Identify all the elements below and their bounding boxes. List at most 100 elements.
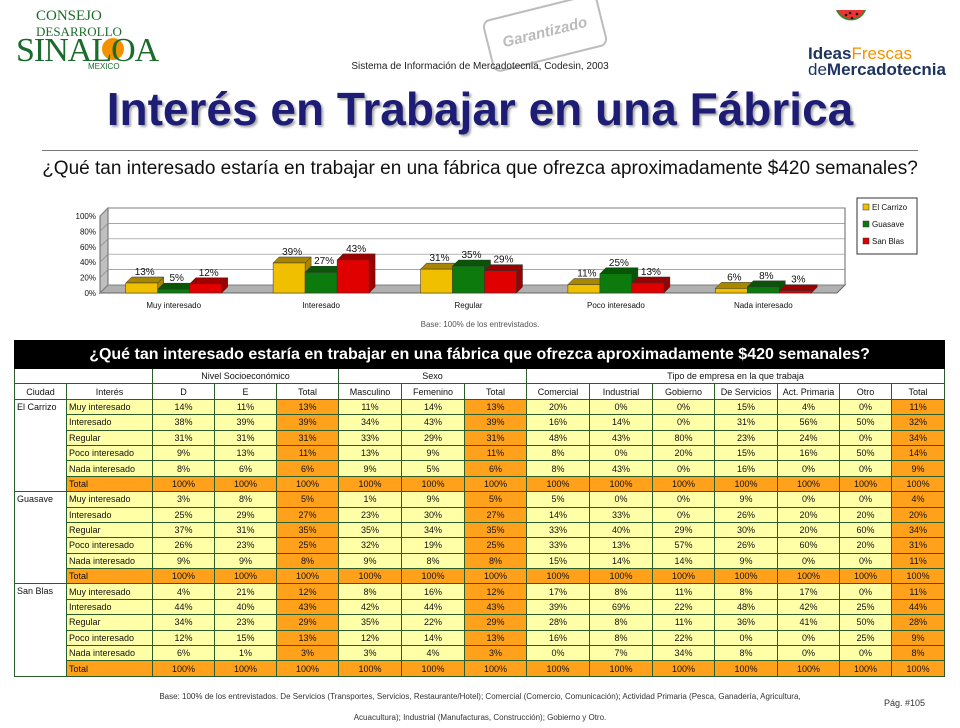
bar xyxy=(484,270,517,294)
table-row: Nada interesado 6% 1% 3% 3% 4% 3% 0% 7% 34% 8% 0% 0%… xyxy=(15,645,946,662)
value-cell: 8% xyxy=(589,583,653,600)
value-cell: 0% xyxy=(839,583,892,600)
interest-cell: Poco interesado xyxy=(66,444,153,462)
value-cell: 6% xyxy=(152,645,215,662)
data-label: 39% xyxy=(282,247,302,258)
gridline xyxy=(99,269,845,278)
value-cell: 30% xyxy=(714,521,778,539)
data-label: 12% xyxy=(199,268,219,279)
value-cell: 6% xyxy=(464,460,527,477)
gridline xyxy=(99,253,845,263)
value-cell: 28% xyxy=(890,614,946,631)
title-divider xyxy=(42,150,918,151)
value-cell: 100% xyxy=(839,660,892,677)
logo-line-4: MEXICO xyxy=(88,62,120,71)
value-cell: 11% xyxy=(890,583,946,600)
interest-cell: Regular xyxy=(66,614,153,631)
value-cell: 12% xyxy=(152,629,215,647)
value-cell: 31% xyxy=(276,429,339,446)
value-cell: 14% xyxy=(526,506,590,523)
data-label: 8% xyxy=(759,271,774,282)
table-row: Poco interesado 26% 23% 25% 32% 19% 25% 33% 13% 5… xyxy=(15,537,946,554)
value-cell: 20% xyxy=(890,506,946,523)
legend-swatch xyxy=(862,220,870,228)
value-cell: 100% xyxy=(890,475,946,493)
chart-side-wall xyxy=(99,206,109,295)
value-cell: 100% xyxy=(464,475,527,493)
value-cell: 100% xyxy=(714,475,778,493)
bar xyxy=(125,282,158,294)
column-header: Total xyxy=(276,383,339,400)
value-cell: 0% xyxy=(839,460,892,477)
value-cell: 0% xyxy=(652,506,715,523)
value-cell: 14% xyxy=(890,444,946,462)
value-cell: 9% xyxy=(401,491,465,508)
table-row: Guasave Muy interesado 3% 8% 5% 1% 9% 5% 5% 0% 0% 9… xyxy=(14,491,946,585)
interest-cell: Nada interesado xyxy=(66,645,153,662)
interest-cell: Total xyxy=(66,475,153,493)
interest-cell: Interesado xyxy=(66,414,153,431)
value-cell: 0% xyxy=(652,398,715,416)
value-cell: 9% xyxy=(890,460,946,477)
value-cell: 8% xyxy=(464,552,527,570)
group-tipo: Tipo de empresa en la que trabaja xyxy=(525,367,946,385)
value-cell: 100% xyxy=(276,568,339,585)
value-cell: 4% xyxy=(152,583,215,600)
value-cell: 100% xyxy=(589,660,653,677)
value-cell: 9% xyxy=(714,491,778,508)
value-cell: 7% xyxy=(589,645,653,662)
value-cell: 12% xyxy=(464,583,527,600)
value-cell: 35% xyxy=(338,521,402,539)
footer-line-1: Base: 100% de los entrevistados. De Serv… xyxy=(159,692,801,701)
bar-side xyxy=(368,253,376,294)
value-cell: 35% xyxy=(276,521,339,539)
value-cell: 100% xyxy=(276,475,339,493)
value-cell: 8% xyxy=(401,552,465,570)
page-number: Pág. #105 xyxy=(884,698,926,708)
legend-label: Guasave xyxy=(872,220,905,229)
value-cell: 34% xyxy=(152,614,215,631)
group-sexo: Sexo xyxy=(338,367,527,385)
value-cell: 16% xyxy=(526,414,590,431)
value-cell: 23% xyxy=(214,537,277,554)
table-row: Total 100% 100% 100% 100% 100% 100% 100% 100% 100… xyxy=(15,660,946,677)
value-cell: 32% xyxy=(890,414,946,431)
value-cell: 0% xyxy=(589,491,653,508)
value-cell: 80% xyxy=(652,429,715,446)
value-cell: 56% xyxy=(777,414,840,431)
value-cell: 25% xyxy=(839,598,892,616)
column-header: Femenino xyxy=(401,383,465,400)
table-row: El Carrizo Muy interesado 14% 11% 13% 11% 14% 1… xyxy=(14,398,946,493)
data-label: 29% xyxy=(493,255,513,266)
y-tick-label: 60% xyxy=(80,243,96,252)
column-header: E xyxy=(214,383,277,400)
value-cell: 4% xyxy=(777,398,840,416)
logo-ideas-line: IdeasFrescas xyxy=(808,44,912,63)
value-cell: 19% xyxy=(401,537,465,554)
value-cell: 13% xyxy=(276,398,339,416)
value-cell: 100% xyxy=(652,475,715,493)
value-cell: 24% xyxy=(777,429,840,446)
stamp-text: Garantizado xyxy=(500,13,589,52)
value-cell: 3% xyxy=(276,645,339,662)
value-cell: 1% xyxy=(214,645,277,662)
legend-swatch xyxy=(862,203,870,211)
value-cell: 60% xyxy=(777,537,840,554)
y-tick-label: 40% xyxy=(80,258,96,267)
city-cell: El Carrizo xyxy=(14,398,67,493)
value-cell: 3% xyxy=(338,645,402,662)
bar xyxy=(336,259,370,294)
value-cell: 0% xyxy=(589,398,653,416)
value-cell: 6% xyxy=(214,460,277,477)
value-cell: 33% xyxy=(589,506,653,523)
value-cell: 13% xyxy=(589,537,653,554)
bar xyxy=(420,268,453,294)
column-header: Gobierno xyxy=(652,383,715,400)
data-label: 31% xyxy=(429,253,449,264)
value-cell: 39% xyxy=(526,598,590,616)
data-label: 3% xyxy=(791,275,806,286)
value-cell: 100% xyxy=(777,568,840,585)
value-cell: 48% xyxy=(714,598,778,616)
value-cell: 39% xyxy=(276,414,339,431)
value-cell: 50% xyxy=(839,614,892,631)
